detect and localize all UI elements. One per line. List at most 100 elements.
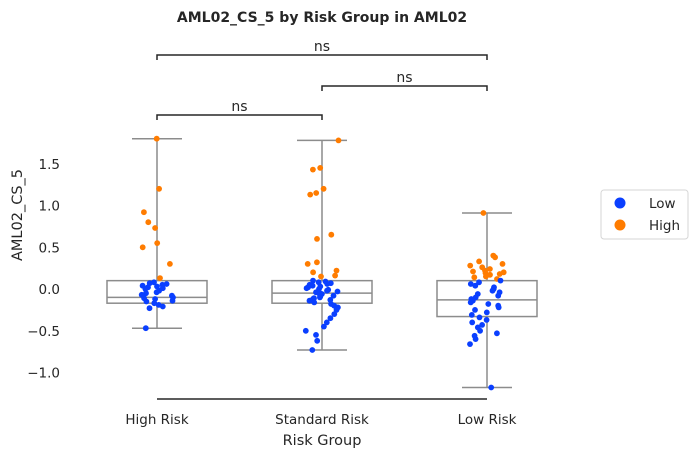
y-tick-label: −0.5 <box>27 324 60 340</box>
point-high <box>471 274 478 281</box>
point-low <box>311 299 318 306</box>
point-high <box>154 240 161 247</box>
significance-bracket: ns <box>156 99 323 120</box>
point-low <box>483 317 490 323</box>
point-low <box>303 285 310 292</box>
point-low <box>479 322 485 328</box>
point-low <box>483 309 490 316</box>
point-high <box>496 271 503 277</box>
significance-bracket: ns <box>156 39 488 60</box>
point-high <box>470 268 476 275</box>
point-low <box>306 297 313 304</box>
point-high <box>483 273 489 280</box>
point-high <box>153 135 160 142</box>
point-low <box>159 303 166 310</box>
point-low <box>321 323 327 330</box>
point-high <box>310 269 316 276</box>
point-low <box>331 311 338 317</box>
point-high <box>332 272 338 279</box>
point-low <box>324 287 330 294</box>
point-high <box>307 191 314 198</box>
y-tick-label: 0.0 <box>39 282 60 298</box>
point-high <box>499 261 506 267</box>
legend-marker-low <box>614 197 626 209</box>
point-high <box>156 185 163 192</box>
point-low <box>495 304 502 311</box>
point-low <box>472 282 479 289</box>
x-tick-label: Standard Risk <box>275 412 369 428</box>
point-high <box>317 165 324 171</box>
chart-title: AML02_CS_5 by Risk Group in AML02 <box>177 10 467 26</box>
point-low <box>467 281 474 287</box>
significance-bracket: ns <box>321 70 488 91</box>
significance-label: ns <box>396 70 412 86</box>
y-tick-labels: −1.0 −0.5 0.0 0.5 1.0 1.5 <box>27 157 60 382</box>
point-high <box>167 261 173 267</box>
point-low <box>310 277 316 284</box>
point-low <box>334 288 341 295</box>
point-high <box>328 231 335 238</box>
point-low <box>323 319 330 326</box>
point-high <box>487 266 493 272</box>
point-low <box>309 347 316 353</box>
point-low <box>472 307 478 313</box>
x-tick-labels: High Risk Standard Risk Low Risk <box>125 412 516 428</box>
point-high <box>314 236 320 242</box>
point-low <box>330 292 337 299</box>
y-tick-label: 1.0 <box>39 199 60 215</box>
point-low <box>142 325 149 332</box>
y-axis-label: AML02_CS_5 <box>10 169 26 261</box>
point-high <box>313 190 320 196</box>
point-low <box>314 337 321 344</box>
point-low <box>151 300 158 307</box>
point-low <box>467 341 473 347</box>
point-low <box>151 279 157 286</box>
point-high <box>141 209 147 216</box>
legend-label-low: Low <box>649 196 676 212</box>
bracket-line <box>156 54 488 60</box>
point-low <box>494 330 500 337</box>
point-low <box>324 281 331 287</box>
x-axis-label: Risk Group <box>283 433 362 449</box>
point-low <box>489 287 496 294</box>
point-low <box>497 277 504 284</box>
y-tick-label: 1.5 <box>39 157 60 173</box>
point-low <box>313 332 319 338</box>
point-high <box>152 225 159 231</box>
point-low <box>469 319 476 326</box>
box-2 <box>271 139 373 351</box>
iqr-box <box>436 279 538 318</box>
bracket-line <box>156 114 323 120</box>
point-low <box>485 301 492 307</box>
point-high <box>139 244 146 251</box>
point-low <box>477 327 483 334</box>
iqr-box <box>271 279 373 304</box>
point-high <box>333 267 340 274</box>
point-high <box>467 262 474 269</box>
point-low <box>146 305 153 312</box>
point-low <box>488 384 495 391</box>
point-high <box>145 219 152 226</box>
point-low <box>476 279 482 286</box>
legend: Low High <box>600 189 689 240</box>
y-tick-label: 0.5 <box>39 240 60 256</box>
point-low <box>476 314 483 321</box>
point-low <box>468 312 475 318</box>
point-low <box>472 336 479 342</box>
point-high <box>310 166 316 173</box>
significance-brackets: ns ns ns <box>156 39 488 120</box>
point-low <box>302 327 309 334</box>
point-high <box>480 210 487 216</box>
point-high <box>314 259 320 266</box>
x-tick-label: Low Risk <box>458 412 517 428</box>
point-high <box>476 258 482 265</box>
y-tick-label: −1.0 <box>27 366 60 382</box>
point-low <box>327 315 334 322</box>
point-high <box>318 273 324 280</box>
bracket-line <box>321 85 488 91</box>
point-low <box>317 294 323 301</box>
point-high <box>335 137 342 144</box>
point-high <box>304 261 311 267</box>
point-high <box>492 254 498 261</box>
